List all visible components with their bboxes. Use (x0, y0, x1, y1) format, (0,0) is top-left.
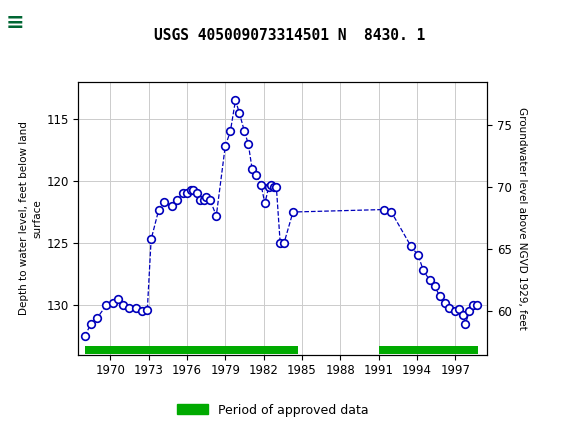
Bar (6, 4, 75, 42)
Text: USGS 405009073314501 N  8430. 1: USGS 405009073314501 N 8430. 1 (154, 28, 426, 43)
Y-axis label: Groundwater level above NGVD 1929, feet: Groundwater level above NGVD 1929, feet (517, 107, 527, 330)
Bar (379, 346, 478, 354)
Legend: Period of approved data: Period of approved data (172, 399, 374, 421)
Text: ≡: ≡ (6, 13, 24, 33)
Y-axis label: Depth to water level, feet below land
surface: Depth to water level, feet below land su… (19, 121, 42, 315)
Text: USGS: USGS (35, 14, 90, 32)
Bar (85, 346, 298, 354)
